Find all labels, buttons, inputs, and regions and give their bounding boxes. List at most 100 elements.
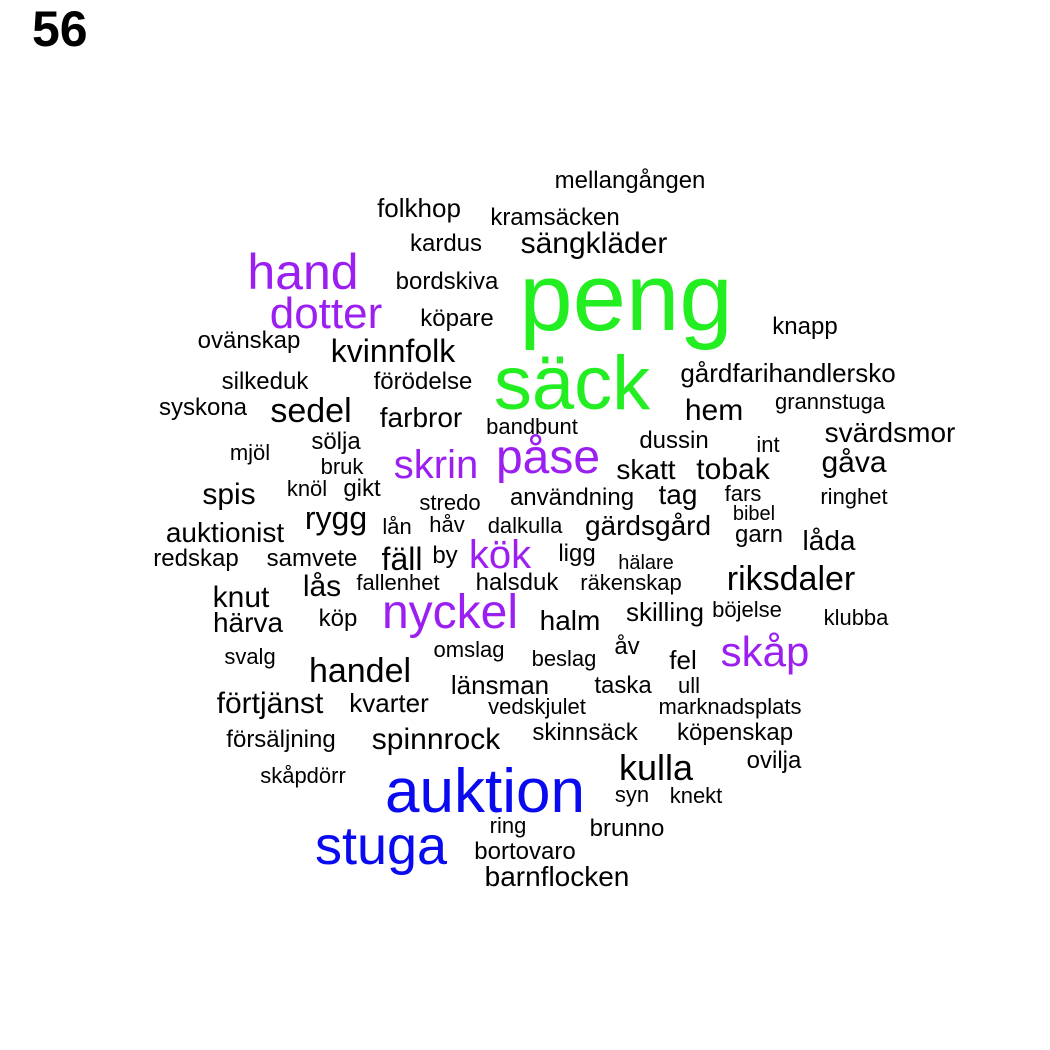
word-kop: köp [318, 605, 358, 632]
word-spis: spis [202, 478, 256, 511]
word-hav: håv [429, 512, 465, 537]
word-ull: ull [677, 673, 701, 698]
word-knut: knut [212, 581, 270, 614]
word-peng: peng [519, 244, 733, 351]
word-bibel: bibel [732, 503, 776, 525]
word-dalkulla: dalkulla [487, 513, 563, 538]
word-skapdorr: skåpdörr [260, 763, 346, 788]
word-kardus: kardus [409, 230, 483, 257]
word-stuga: stuga [314, 816, 448, 876]
word-dotter: dotter [269, 289, 383, 338]
word-halm: halm [539, 605, 601, 636]
word-int: int [756, 432, 780, 457]
word-by: by [432, 542, 458, 569]
word-svardsmor: svärdsmor [824, 417, 956, 448]
word-bojelse: böjelse [712, 597, 782, 622]
word-kramsacken: kramsäcken [490, 204, 620, 231]
word-auktionist: auktionist [165, 517, 285, 548]
word-av: åv [614, 633, 640, 660]
word-handel: handel [308, 652, 412, 690]
word-knekt: knekt [669, 783, 723, 808]
word-hem: hem [684, 394, 744, 427]
word-nyckel: nyckel [381, 586, 519, 639]
word-fars: fars [724, 481, 762, 506]
word-redskap: redskap [153, 545, 239, 572]
word-kvarter: kvarter [349, 688, 429, 718]
word-lansman: länsman [450, 670, 550, 700]
word-solja: sölja [311, 428, 361, 455]
word-grannstuga: grannstuga [774, 389, 886, 414]
word-ring: ring [489, 813, 527, 838]
word-auktion: auktion [385, 757, 585, 826]
word-samvete: samvete [266, 545, 358, 572]
word-silkeduk: silkeduk [221, 368, 309, 395]
word-garn: garn [734, 521, 784, 548]
word-folkhop: folkhop [377, 193, 461, 223]
word-spinnrock: spinnrock [371, 723, 501, 756]
word-ovanskap: ovänskap [197, 327, 301, 354]
word-marknadsplats: marknadsplats [658, 694, 802, 719]
word-gardfarihandlersko: gårdfarihandlersko [680, 358, 896, 388]
word-halare: hälare [618, 552, 674, 574]
word-farbror: farbror [379, 402, 463, 433]
word-rygg: rygg [304, 500, 368, 536]
word-lada: låda [802, 525, 856, 556]
word-klubba: klubba [823, 605, 889, 630]
word-halsduk: halsduk [475, 569, 559, 596]
word-dussin: dussin [639, 427, 709, 454]
word-stredo: stredo [419, 490, 481, 515]
word-lan: lån [382, 514, 412, 539]
word-harva: härva [212, 607, 284, 638]
word-skap: skåp [720, 628, 810, 675]
word-forsaljning: försäljning [226, 726, 336, 753]
word-kulla: kulla [618, 747, 694, 788]
word-skrin: skrin [393, 443, 479, 487]
word-fel: fel [669, 645, 697, 675]
word-kopenskap: köpenskap [676, 719, 794, 746]
word-anvandning: användning [509, 484, 635, 511]
word-tag: tag [658, 479, 698, 510]
word-ligg: ligg [558, 540, 596, 567]
word-hand: hand [247, 244, 359, 300]
word-ovilja: ovilja [746, 747, 802, 774]
word-sangklader: sängkläder [520, 227, 668, 260]
word-bruk: bruk [320, 454, 364, 479]
word-fall: fäll [381, 541, 423, 577]
word-kok: kök [468, 533, 532, 577]
word-vedskjulet: vedskjulet [488, 694, 586, 719]
word-beslag: beslag [531, 646, 597, 671]
word-kopare: köpare [420, 305, 494, 332]
word-rakenskap: räkenskap [580, 570, 682, 595]
word-skatt: skatt [616, 454, 676, 485]
word-bandbunt: bandbunt [486, 414, 578, 439]
word-gikt: gikt [343, 475, 381, 502]
word-omslag: omslag [433, 637, 505, 662]
word-pase: påse [495, 431, 601, 484]
word-svalg: svalg [224, 644, 276, 669]
word-riksdaler: riksdaler [726, 560, 856, 598]
word-bordskiva: bordskiva [395, 268, 499, 295]
word-taska: taska [594, 672, 652, 699]
word-knapp: knapp [772, 313, 838, 340]
word-barnflocken: barnflocken [484, 861, 630, 892]
word-fortjanst: förtjänst [216, 687, 324, 720]
word-fallenhet: fallenhet [356, 570, 440, 595]
word-kvinnfolk: kvinnfolk [330, 333, 456, 369]
word-ringhet: ringhet [820, 484, 888, 509]
word-forodelse: förödelse [373, 368, 473, 395]
word-knol: knöl [286, 476, 328, 501]
word-gava: gåva [821, 446, 887, 479]
word-syn: syn [614, 782, 650, 807]
word-bortovaro: bortovaro [474, 838, 576, 865]
word-sedel: sedel [270, 392, 352, 430]
word-mellangangen: mellangången [554, 167, 706, 194]
page-number: 56 [32, 1, 88, 57]
word-las: lås [302, 570, 342, 603]
word-mjol: mjöl [229, 440, 271, 465]
word-syskona: syskona [158, 394, 248, 421]
word-skilling: skilling [625, 597, 705, 627]
word-sack: säck [493, 341, 651, 426]
word-skinnsack: skinnsäck [532, 719, 638, 746]
word-brunno: brunno [589, 815, 665, 842]
